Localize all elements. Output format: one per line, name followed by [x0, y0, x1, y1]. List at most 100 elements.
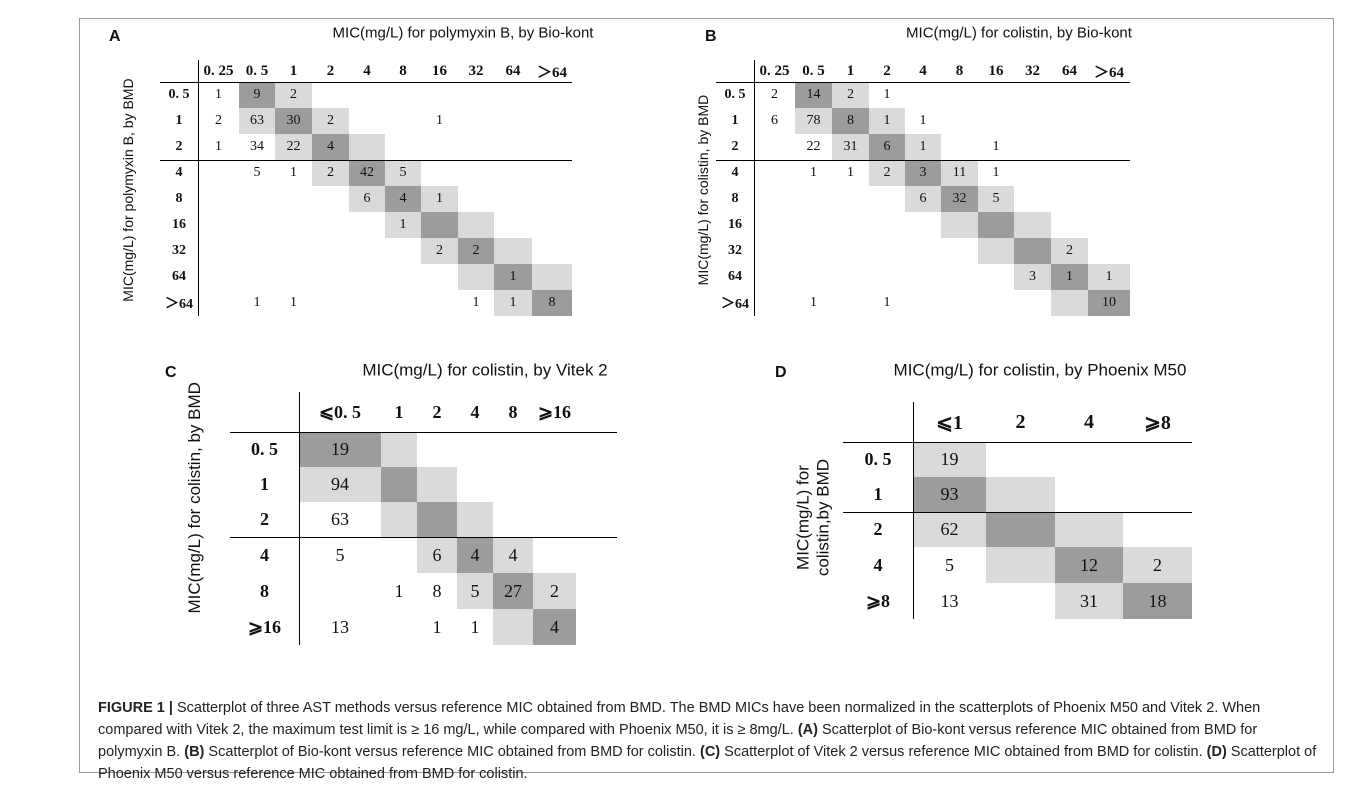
- matrix-cell: 19: [913, 442, 986, 477]
- matrix-cell: 31: [1055, 583, 1123, 619]
- column-header: ＞64: [536, 64, 567, 81]
- matrix-cell: [493, 502, 533, 537]
- column-header: 1: [289, 62, 298, 79]
- matrix-cell: [905, 212, 941, 238]
- header-rule: [716, 82, 1130, 83]
- matrix-cell: [941, 82, 978, 108]
- matrix-cell: 5: [253, 165, 261, 180]
- matrix-cell: 5: [457, 573, 493, 609]
- matrix-cell: [532, 212, 572, 238]
- panel-title: MIC(mg/L) for colistin, by Vitek 2: [362, 360, 608, 380]
- matrix-cell: [532, 82, 572, 108]
- caption-text: Scatterplot of Phoenix M50 versus refere…: [98, 744, 1317, 782]
- matrix-cell: [349, 264, 385, 290]
- matrix-cell: 27: [493, 573, 533, 609]
- matrix-cell: [493, 609, 533, 645]
- matrix-cell: 1: [432, 616, 442, 637]
- matrix-cell: [349, 108, 385, 134]
- matrix-cell: 13: [940, 590, 959, 611]
- matrix-cell: [349, 290, 385, 316]
- matrix-cell: 93: [913, 477, 986, 512]
- matrix-cell: [198, 186, 239, 212]
- matrix-cell: 1: [1051, 264, 1088, 290]
- matrix-cell: 1: [215, 87, 222, 102]
- matrix-cell: [385, 290, 421, 316]
- column-header: 2: [883, 62, 891, 79]
- column-header: ⩾16: [537, 401, 572, 422]
- row-header: 1: [731, 113, 739, 128]
- matrix-cell: 1: [494, 264, 532, 290]
- matrix-cell: [1123, 477, 1192, 512]
- column-header: 2: [1015, 410, 1026, 433]
- matrix-cell: 10: [1088, 290, 1130, 316]
- y-axis-label-line: MIC(mg/L) for: [793, 465, 813, 570]
- row-header-rule: [198, 60, 199, 316]
- panel-title: MIC(mg/L) for polymyxin B, by Bio-kont: [332, 24, 594, 42]
- matrix-cell: [494, 238, 532, 264]
- matrix-cell: [239, 186, 275, 212]
- matrix-cell: [1055, 442, 1123, 477]
- matrix-cell: 1: [847, 165, 854, 180]
- matrix-cell: [312, 290, 349, 316]
- matrix-cell: [905, 238, 941, 264]
- matrix-cell: 8: [532, 290, 572, 316]
- matrix-cell: [1051, 108, 1088, 134]
- matrix-cell: [458, 160, 494, 186]
- matrix-cell: 3: [1014, 264, 1051, 290]
- matrix-cell: 2: [458, 238, 494, 264]
- matrix-cell: [832, 186, 869, 212]
- matrix-cell: [1123, 512, 1192, 547]
- row-header: 4: [175, 165, 183, 180]
- matrix-cell: [941, 212, 978, 238]
- matrix-cell: [832, 212, 869, 238]
- matrix-cell: [832, 238, 869, 264]
- matrix-cell: [986, 547, 1055, 583]
- matrix-cell: [1051, 186, 1088, 212]
- caption-panel-ref: (A): [797, 722, 818, 738]
- matrix-cell: [421, 160, 458, 186]
- matrix-cell: 1: [919, 113, 927, 128]
- matrix-cell: 1: [470, 616, 480, 637]
- matrix-cell: 4: [385, 186, 421, 212]
- matrix-cell: [1014, 290, 1051, 316]
- row-header-rule: [299, 392, 300, 645]
- column-header: ⩾8: [1144, 411, 1171, 434]
- matrix-cell: [421, 264, 458, 290]
- matrix-cell: [978, 264, 1014, 290]
- caption-panel-ref: (D): [1206, 744, 1227, 760]
- matrix-cell: [754, 290, 795, 316]
- matrix-cell: [941, 108, 978, 134]
- matrix-cell: [532, 134, 572, 160]
- column-header: 8: [508, 401, 518, 422]
- matrix-cell: [941, 134, 978, 160]
- matrix-cell: [754, 160, 795, 186]
- matrix-cell: [978, 238, 1014, 264]
- matrix-cell: 5: [335, 544, 345, 565]
- row-header: 1: [175, 113, 183, 128]
- matrix-cell: [754, 212, 795, 238]
- matrix-cell: 1: [394, 580, 404, 601]
- matrix-cell: [494, 108, 532, 134]
- matrix-cell: 4: [457, 537, 493, 573]
- matrix-cell: 1: [290, 165, 297, 180]
- matrix-cell: [986, 583, 1055, 619]
- matrix-cell: 4: [533, 609, 576, 645]
- row-header: 4: [873, 554, 883, 575]
- matrix-cell: [421, 212, 458, 238]
- matrix-cell: 1: [883, 87, 891, 102]
- matrix-cell: [198, 264, 239, 290]
- matrix-cell: [532, 108, 572, 134]
- matrix-cell: 1: [810, 295, 817, 310]
- matrix-cell: [978, 108, 1014, 134]
- row-header: 32: [728, 243, 742, 258]
- y-axis-label: MIC(mg/L) for colistin,by BMD: [793, 408, 832, 628]
- matrix-cell: 4: [312, 134, 349, 160]
- matrix-cell: 2: [869, 160, 905, 186]
- matrix-cell: [978, 290, 1014, 316]
- matrix-cell: 42: [349, 160, 385, 186]
- column-header: 32: [1025, 62, 1040, 79]
- row-header: ⩾16: [247, 616, 282, 637]
- matrix-cell: 5: [978, 186, 1014, 212]
- matrix-cell: [1051, 290, 1088, 316]
- column-header: 0. 5: [802, 62, 825, 79]
